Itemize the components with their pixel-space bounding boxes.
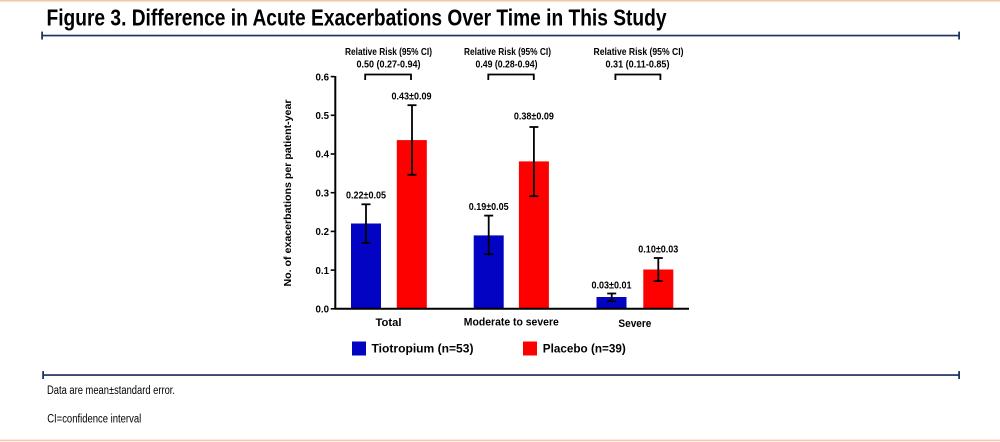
svg-text:0.38±0.09: 0.38±0.09 — [514, 111, 554, 123]
svg-text:0.4: 0.4 — [316, 149, 330, 161]
svg-text:0.43±0.09: 0.43±0.09 — [392, 91, 432, 103]
svg-text:0.31 (0.11-0.85): 0.31 (0.11-0.85) — [606, 58, 670, 70]
svg-text:Severe: Severe — [618, 318, 651, 330]
svg-text:0.50 (0.27-0.94): 0.50 (0.27-0.94) — [357, 58, 421, 70]
svg-text:0.10±0.03: 0.10±0.03 — [638, 244, 678, 256]
svg-text:Moderate to severe: Moderate to severe — [464, 317, 559, 329]
svg-text:0.03±0.01: 0.03±0.01 — [592, 280, 632, 292]
svg-text:0.0: 0.0 — [316, 304, 330, 316]
svg-text:Relative Risk (95% CI): Relative Risk (95% CI) — [345, 46, 432, 58]
svg-text:Placebo (n=39): Placebo (n=39) — [543, 342, 626, 356]
svg-text:0.22±0.05: 0.22±0.05 — [346, 190, 386, 202]
svg-text:Relative Risk (95% CI): Relative Risk (95% CI) — [594, 46, 684, 58]
svg-text:0.49 (0.28-0.94): 0.49 (0.28-0.94) — [476, 58, 538, 70]
svg-text:0.19±0.05: 0.19±0.05 — [469, 201, 509, 213]
svg-text:Relative Risk (95% CI): Relative Risk (95% CI) — [464, 46, 551, 58]
svg-text:0.6: 0.6 — [316, 71, 330, 83]
svg-text:0.1: 0.1 — [316, 265, 330, 277]
svg-text:0.2: 0.2 — [316, 226, 330, 238]
svg-text:0.5: 0.5 — [316, 110, 330, 122]
svg-text:0.3: 0.3 — [316, 187, 330, 199]
svg-text:No. of exacerbations per patie: No. of exacerbations per patient-year — [282, 100, 294, 287]
svg-text:Data are mean±standard error.: Data are mean±standard error. — [47, 385, 175, 397]
svg-text:Total: Total — [376, 317, 402, 329]
svg-text:CI=confidence interval: CI=confidence interval — [47, 414, 141, 426]
svg-text:Figure 3. Difference in Acute: Figure 3. Difference in Acute Exacerbati… — [47, 5, 667, 31]
svg-text:Tiotropium (n=53): Tiotropium (n=53) — [372, 342, 474, 356]
